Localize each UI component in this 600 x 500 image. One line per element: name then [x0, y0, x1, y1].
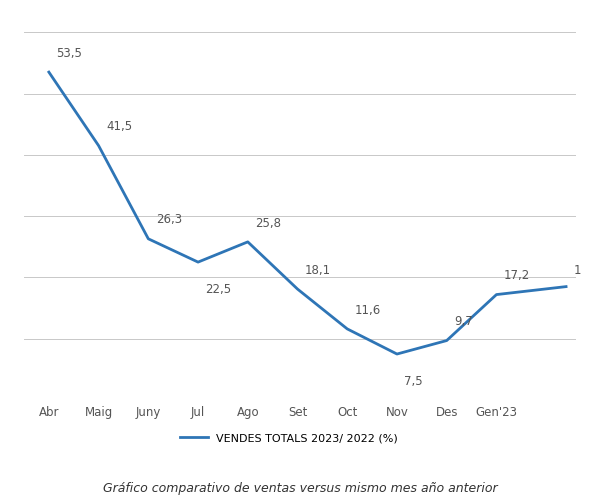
- Legend: VENDES TOTALS 2023/ 2022 (%): VENDES TOTALS 2023/ 2022 (%): [175, 429, 403, 448]
- Text: Gráfico comparativo de ventas versus mismo mes año anterior: Gráfico comparativo de ventas versus mis…: [103, 482, 497, 495]
- Text: 25,8: 25,8: [255, 216, 281, 230]
- Text: 18,1: 18,1: [305, 264, 331, 276]
- Text: 7,5: 7,5: [404, 374, 423, 388]
- Text: 17,2: 17,2: [504, 270, 530, 282]
- Text: 41,5: 41,5: [106, 120, 132, 134]
- Text: 26,3: 26,3: [156, 214, 182, 226]
- Text: 9,7: 9,7: [454, 315, 473, 328]
- Text: 11,6: 11,6: [355, 304, 381, 316]
- Text: 22,5: 22,5: [206, 282, 232, 296]
- Text: 53,5: 53,5: [56, 47, 82, 60]
- Text: 1: 1: [574, 264, 581, 278]
